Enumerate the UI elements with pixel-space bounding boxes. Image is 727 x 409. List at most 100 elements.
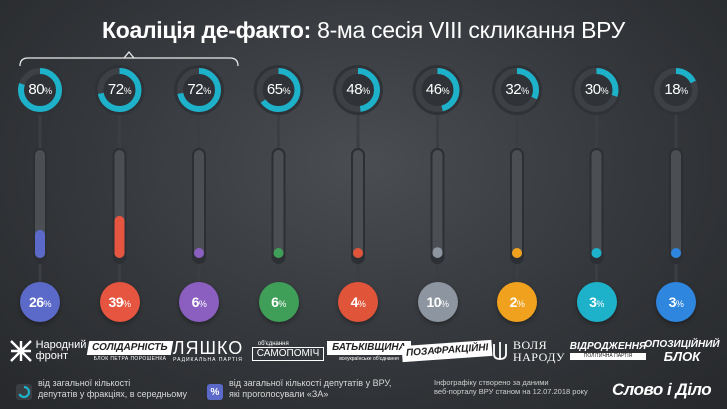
vote-share-pill: 2% <box>497 282 537 322</box>
legend1-line2: депутатів у фракціях, в середньому <box>38 389 188 400</box>
pill-value: 6 <box>271 294 279 310</box>
title-rest: 8-ма сесія VIII скликання ВРУ <box>317 17 625 43</box>
pill-percent-sign: % <box>357 298 366 309</box>
ring-value: 30 <box>584 81 601 98</box>
vote-share-pill: 6% <box>179 282 219 322</box>
ring-percent-sign: % <box>362 86 370 96</box>
bat-sub: всеукраїнське об'єднання <box>339 355 399 362</box>
tube-track <box>671 150 681 258</box>
ring-percent-sign: % <box>441 86 450 96</box>
pill-value: 3 <box>668 294 677 310</box>
pill-value: 4 <box>350 294 359 310</box>
ring-value: 18 <box>664 81 681 98</box>
ring-arc <box>415 68 460 112</box>
legend2-line1: від загальної кількості депутатів у ВРУ, <box>229 378 392 388</box>
vid-main: Відродження <box>569 341 647 352</box>
vid-sub: політична партія <box>569 353 647 360</box>
pill-percent-sign: % <box>278 298 286 309</box>
pill-percent-sign: % <box>123 298 131 309</box>
rp-sub: радикальна партія <box>173 357 243 363</box>
ob-line1: Опозиційний <box>644 338 720 350</box>
pill-percent-sign: % <box>675 298 684 309</box>
pill-percent-sign: % <box>43 298 52 309</box>
ring-value: 72 <box>187 81 204 98</box>
source-line2: веб-порталу ВРУ станом на 12.07.2018 рок… <box>434 387 588 397</box>
ring-value-label: 72% <box>174 81 224 98</box>
logo-vidrodzhennia: Відродження політична партія <box>566 334 650 368</box>
bat-main: Батьківщина <box>327 340 411 355</box>
vote-share-pill: 6% <box>258 282 299 322</box>
tube-fill <box>591 248 602 258</box>
ring-percent-sign: % <box>521 86 529 96</box>
sam-main: самопоміч <box>251 347 325 361</box>
ring-arc <box>495 68 539 112</box>
nf-emblem-icon <box>9 340 32 362</box>
ring-percent-sign: % <box>680 86 688 96</box>
vn-line1: Воля <box>512 338 548 352</box>
legend-ring-text: від загальної кількості депутатів у фрак… <box>38 378 187 401</box>
logo-volia-narodu: Воля народу <box>486 334 570 368</box>
nf-line1: Народний <box>35 339 87 351</box>
ring-arc <box>18 68 62 112</box>
logo-radical-party: ЛЯШКО радикальна партія <box>166 334 250 368</box>
vote-share-pill: 4% <box>338 282 378 322</box>
ring-arc <box>97 68 142 112</box>
tube-fill <box>432 247 443 258</box>
trident-icon <box>493 342 507 360</box>
tube-track <box>273 150 284 258</box>
tube-track <box>432 150 443 258</box>
ring-value-label: 18% <box>651 81 701 98</box>
ring-value-label: 48% <box>333 81 383 98</box>
legend2-line2: які проголосували «ЗА» <box>229 389 329 400</box>
ring-value: 80 <box>28 81 45 98</box>
tube-fill <box>671 248 681 258</box>
tube-track <box>512 150 522 258</box>
ring-arc <box>177 68 221 112</box>
ring-arc <box>256 68 301 112</box>
vote-share-pill: 3% <box>576 282 617 322</box>
tube-fill <box>35 229 45 258</box>
pill-percent-sign: % <box>516 298 525 309</box>
pill-value: 26 <box>28 294 44 310</box>
nf-line2: фронт <box>35 350 68 362</box>
tube-fill <box>114 215 125 258</box>
vn-line2: народу <box>512 350 566 364</box>
poza-label: Позафракційні <box>401 339 493 363</box>
logo-opozytsiinyi-blok: Опозиційний блок <box>640 334 724 368</box>
ring-value-label: 46% <box>413 81 463 98</box>
pill-value: 3 <box>589 294 597 310</box>
vote-share-pill: 26% <box>20 282 60 322</box>
ring-value-label: 72% <box>95 81 145 98</box>
legend-percent-text: від загальної кількості депутатів у ВРУ,… <box>229 378 391 401</box>
source-line1: Інфографіку створено за даними <box>434 378 549 387</box>
ring-percent-sign: % <box>282 86 291 96</box>
sol-sub: блок петра порошенка <box>93 355 167 362</box>
legend1-line1: від загальної кількості <box>38 378 131 388</box>
brand-logo: Слово і Діло <box>612 380 712 399</box>
ring-value-label: 32% <box>492 81 542 98</box>
page-title: Коаліція де-факто: 8-ма сесія VIII склик… <box>0 17 727 44</box>
tube-track <box>194 150 204 258</box>
pill-percent-sign: % <box>596 298 604 309</box>
vote-share-pill: 10% <box>417 282 458 322</box>
tube-fill <box>194 248 204 258</box>
logo-batkivshchyna: Батьківщина всеукраїнське об'єднання <box>327 334 411 368</box>
logo-pozafraktsiini: Позафракційні <box>401 334 493 368</box>
ring-value: 46 <box>425 81 442 98</box>
logo-solidarnist: Солідарність блок петра порошенка <box>86 334 174 368</box>
ring-percent-sign: % <box>203 86 211 96</box>
logo-narodnyi-front: Народний фронт <box>6 334 90 368</box>
sam-top: об'єднання <box>257 341 289 347</box>
ring-percent-sign: % <box>123 86 132 96</box>
ring-value: 32 <box>505 81 522 98</box>
ring-percent-sign: % <box>600 86 609 96</box>
ring-value-label: 65% <box>254 81 304 98</box>
source-note: Інфографіку створено за даними веб-порта… <box>434 378 588 397</box>
rp-main: ЛЯШКО <box>172 338 244 358</box>
title-bold: Коаліція де-факто: <box>102 17 311 43</box>
ring-value: 48 <box>346 81 363 98</box>
ring-value-label: 30% <box>572 81 622 98</box>
legend-ring-icon <box>16 384 32 400</box>
pill-value: 6 <box>191 294 200 310</box>
